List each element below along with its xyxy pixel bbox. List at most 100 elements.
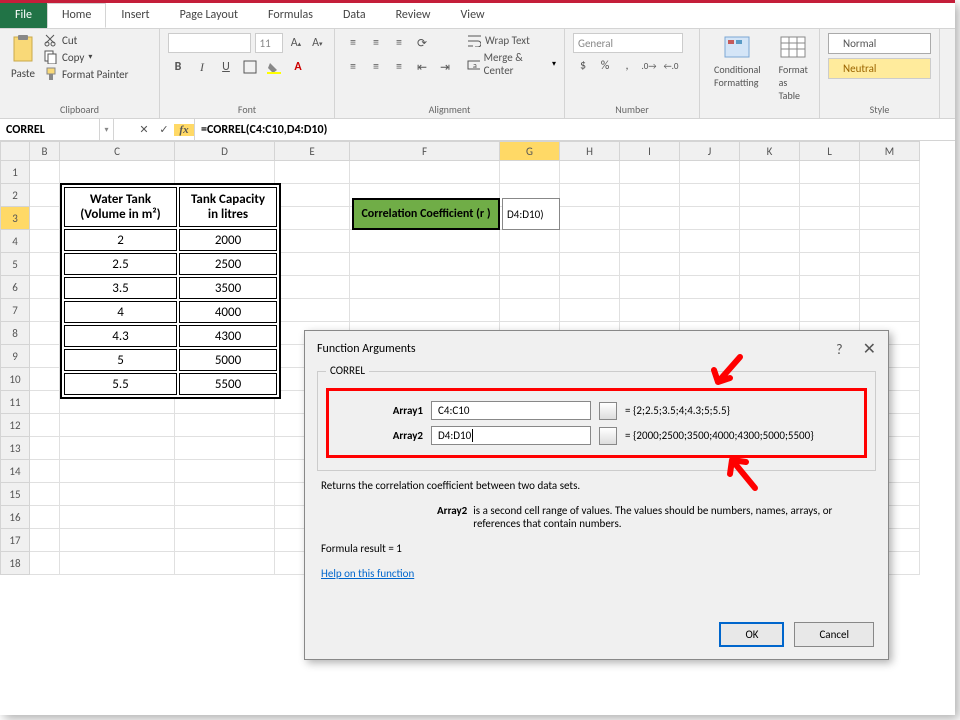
tab-page-layout[interactable]: Page Layout — [165, 3, 253, 28]
inc-decimal-button[interactable]: .0→ — [639, 56, 659, 76]
row-header[interactable]: 4 — [0, 230, 30, 253]
col-header[interactable]: F — [350, 141, 500, 161]
dialog-help-button[interactable]: ? — [836, 341, 843, 358]
cell[interactable] — [30, 529, 60, 552]
cell[interactable] — [620, 276, 680, 299]
cell[interactable] — [175, 483, 275, 506]
cell[interactable] — [275, 276, 350, 299]
cell[interactable] — [500, 276, 560, 299]
tab-data[interactable]: Data — [328, 3, 381, 28]
comma-button[interactable]: , — [617, 56, 637, 76]
namebox-dropdown[interactable]: ▾ — [100, 119, 114, 140]
cell[interactable] — [500, 253, 560, 276]
cell[interactable] — [740, 230, 800, 253]
row-header[interactable]: 1 — [0, 161, 30, 184]
row-header[interactable]: 17 — [0, 529, 30, 552]
dec-decimal-button[interactable]: ←.0 — [661, 56, 681, 76]
cell[interactable] — [680, 184, 740, 207]
cell[interactable] — [350, 161, 500, 184]
cell[interactable] — [620, 161, 680, 184]
underline-button[interactable]: U — [216, 57, 236, 77]
cell[interactable] — [800, 184, 860, 207]
cell[interactable] — [800, 230, 860, 253]
col-header[interactable]: J — [680, 141, 740, 161]
indent-dec-button[interactable]: ⇤ — [412, 57, 432, 77]
cut-button[interactable]: Cut — [44, 33, 128, 47]
wrap-text-button[interactable]: Wrap Text — [467, 33, 556, 47]
row-header[interactable]: 8 — [0, 322, 30, 345]
cell[interactable] — [175, 529, 275, 552]
row-header[interactable]: 11 — [0, 391, 30, 414]
row-header[interactable]: 6 — [0, 276, 30, 299]
merge-center-button[interactable]: aMerge & Center ▾ — [467, 51, 556, 77]
font-family-combo[interactable] — [168, 33, 251, 53]
cell[interactable] — [350, 276, 500, 299]
row-header[interactable]: 5 — [0, 253, 30, 276]
cell[interactable] — [175, 552, 275, 575]
dialog-close-button[interactable]: ✕ — [863, 340, 876, 359]
font-color-button[interactable]: A — [288, 57, 308, 77]
align-left-button[interactable]: ≡ — [343, 57, 363, 77]
cell[interactable] — [30, 161, 60, 184]
border-button[interactable] — [240, 57, 260, 77]
cell[interactable] — [860, 207, 920, 230]
cell[interactable] — [680, 299, 740, 322]
cell[interactable] — [680, 276, 740, 299]
cancel-button[interactable]: Cancel — [794, 622, 874, 647]
align-center-button[interactable]: ≡ — [366, 57, 386, 77]
col-header[interactable]: G — [500, 141, 560, 161]
indent-inc-button[interactable]: ⇥ — [435, 57, 455, 77]
cell[interactable] — [30, 253, 60, 276]
row-header[interactable]: 15 — [0, 483, 30, 506]
cell[interactable] — [30, 276, 60, 299]
col-header[interactable]: I — [620, 141, 680, 161]
cell[interactable] — [60, 506, 175, 529]
conditional-formatting-button[interactable]: Conditional Formatting — [708, 33, 767, 91]
cell[interactable] — [740, 161, 800, 184]
cell[interactable] — [175, 506, 275, 529]
cell[interactable] — [860, 230, 920, 253]
cell[interactable] — [800, 253, 860, 276]
cell[interactable] — [30, 345, 60, 368]
cell[interactable] — [500, 161, 560, 184]
cell[interactable] — [30, 184, 60, 207]
style-normal[interactable]: Normal — [828, 33, 931, 54]
cell[interactable] — [175, 161, 275, 184]
tab-home[interactable]: Home — [47, 3, 106, 28]
col-header[interactable]: B — [30, 141, 60, 161]
cell[interactable] — [860, 299, 920, 322]
shrink-font-button[interactable]: A▾ — [309, 33, 326, 53]
align-mid-button[interactable]: ≡ — [366, 33, 386, 53]
cell[interactable] — [275, 184, 350, 207]
cell[interactable] — [30, 483, 60, 506]
row-header[interactable]: 13 — [0, 437, 30, 460]
cell[interactable] — [175, 460, 275, 483]
cell[interactable] — [800, 207, 860, 230]
italic-button[interactable]: I — [192, 57, 212, 77]
cell[interactable] — [500, 230, 560, 253]
cell[interactable] — [60, 437, 175, 460]
col-header[interactable]: D — [175, 141, 275, 161]
row-header[interactable]: 16 — [0, 506, 30, 529]
cell[interactable] — [500, 299, 560, 322]
formula-editing-cell[interactable]: D4:D10) — [502, 198, 560, 230]
cell[interactable] — [560, 184, 620, 207]
col-header[interactable]: M — [860, 141, 920, 161]
col-header[interactable]: C — [60, 141, 175, 161]
range-select-button[interactable] — [599, 427, 617, 445]
align-bot-button[interactable]: ≡ — [389, 33, 409, 53]
grow-font-button[interactable]: A▴ — [287, 33, 304, 53]
cell[interactable] — [620, 299, 680, 322]
col-header[interactable]: K — [740, 141, 800, 161]
cell[interactable] — [740, 207, 800, 230]
cell[interactable] — [30, 299, 60, 322]
array2-input[interactable]: D4:D10 — [431, 426, 591, 445]
formula-input[interactable]: =CORREL(C4:C10,D4:D10) — [195, 119, 955, 140]
col-header[interactable]: L — [800, 141, 860, 161]
cell[interactable] — [60, 552, 175, 575]
cell[interactable] — [30, 437, 60, 460]
row-header[interactable]: 10 — [0, 368, 30, 391]
cell[interactable] — [30, 552, 60, 575]
cell[interactable] — [560, 276, 620, 299]
cell[interactable] — [30, 506, 60, 529]
